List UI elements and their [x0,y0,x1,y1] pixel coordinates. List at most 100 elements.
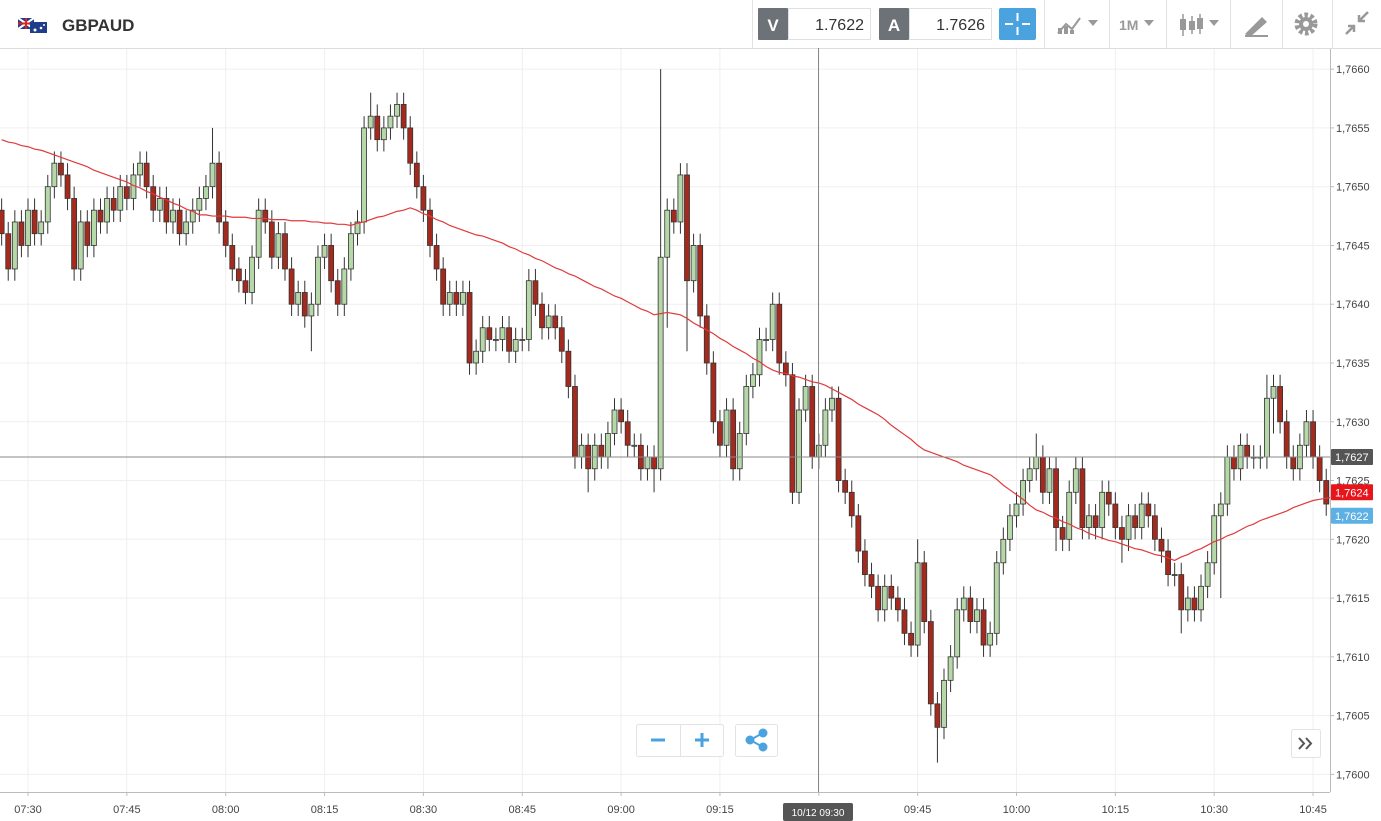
candle-body [394,104,400,117]
share-icon[interactable] [745,728,768,752]
candle-body [1112,503,1119,528]
indicators-button[interactable] [1057,17,1098,34]
candle-body [104,198,110,223]
candle-body [31,209,38,235]
candle-body [0,209,5,235]
candle-body [189,209,196,223]
y-tick-label: 1,7620 [1336,534,1370,546]
candle-body [1066,491,1073,540]
candle-body [1125,515,1132,540]
candle-body [987,632,994,646]
interval-button[interactable]: 1M [1119,17,1154,33]
candle-body [842,480,849,493]
candle-body [374,115,381,141]
moving-average-line [1,139,1330,562]
candle-body [466,292,473,364]
candle-body [203,186,209,199]
candle-body [282,233,288,270]
x-tick-label: 08:30 [410,804,438,816]
candle-body [855,515,862,552]
x-tick-label: 08:00 [212,804,240,816]
candle-body [1310,421,1316,458]
candle-body [862,550,868,575]
candle-body [58,162,64,176]
candle-body [427,209,433,246]
x-tick-label: 10:15 [1102,804,1130,816]
candle-body [611,409,618,434]
candle-body [868,574,875,587]
candle-body [644,456,651,470]
candle-body [400,104,407,129]
scroll-end-icon[interactable] [1298,737,1313,750]
candle-body [255,209,262,258]
candle-body [657,256,664,470]
candle-body [453,292,460,305]
interval[interactable]: 1M [1119,17,1138,33]
candle-body [756,339,763,376]
candle-body [71,198,78,270]
candle-body [888,585,895,599]
y-tick-label: 1,7655 [1336,123,1370,135]
candle-body [413,162,420,188]
candle-body [150,186,157,211]
candle-body [5,233,12,270]
price-tag [1331,449,1373,466]
candle-body [275,233,282,258]
candle-body [460,292,466,305]
price-tag [1331,484,1373,501]
candle-body [1316,456,1323,481]
x-tick-label: 08:45 [508,804,536,816]
candle-body [1119,527,1125,540]
candle-body [1270,386,1277,399]
candle-body [51,162,58,188]
candle-body [572,386,578,458]
candle-body [512,339,519,352]
collapse-button[interactable] [1345,11,1369,35]
candle-body [486,327,493,340]
candle-body [156,198,163,211]
scroll-end-button[interactable] [1291,729,1321,758]
y-tick-label: 1,7660 [1336,64,1370,76]
candle-body [196,198,203,211]
candle-body [822,409,829,446]
price-tag-label: 1,7627 [1335,452,1369,464]
candle-body [743,386,750,434]
candle-body [354,221,361,235]
candle-body [1151,515,1158,540]
candle-body [605,433,611,458]
candle-body [974,609,980,622]
candle-body [1184,597,1191,611]
candle-body [301,292,308,317]
axes: 1,76001,76051,76101,76151,76201,76251,76… [0,48,1370,816]
share-button[interactable] [735,724,778,757]
candle-body [209,162,216,188]
sell-label[interactable]: V [767,16,779,35]
chart-type-button[interactable] [1180,14,1219,36]
zoom-in[interactable] [695,733,709,747]
candle-body [249,256,255,293]
settings-button[interactable] [1294,12,1318,36]
x-tick-label: 10:30 [1200,804,1228,816]
candle-body [736,433,743,470]
candle-body [1171,574,1178,576]
candle-body [1290,456,1297,470]
candle-body [341,268,348,305]
sell-button[interactable]: V 1.7622 [758,8,871,40]
buy-button[interactable]: A 1.7626 [879,8,992,40]
buy-label[interactable]: A [888,16,900,35]
candle-body [664,209,671,258]
candle-body [1231,456,1237,470]
candle-body [479,327,486,352]
draw-button[interactable] [1245,17,1268,37]
candle-body [789,374,796,493]
candle-body [684,174,690,282]
buy-price[interactable]: 1.7626 [936,17,985,34]
candle-body [618,409,624,423]
candle-body [18,221,25,246]
candle-body [624,421,631,446]
sell-price[interactable]: 1.7622 [815,17,864,34]
crosshair-button[interactable] [999,8,1036,40]
candle-body [1211,515,1218,564]
candle-body [25,209,31,246]
candle-body [651,456,657,470]
